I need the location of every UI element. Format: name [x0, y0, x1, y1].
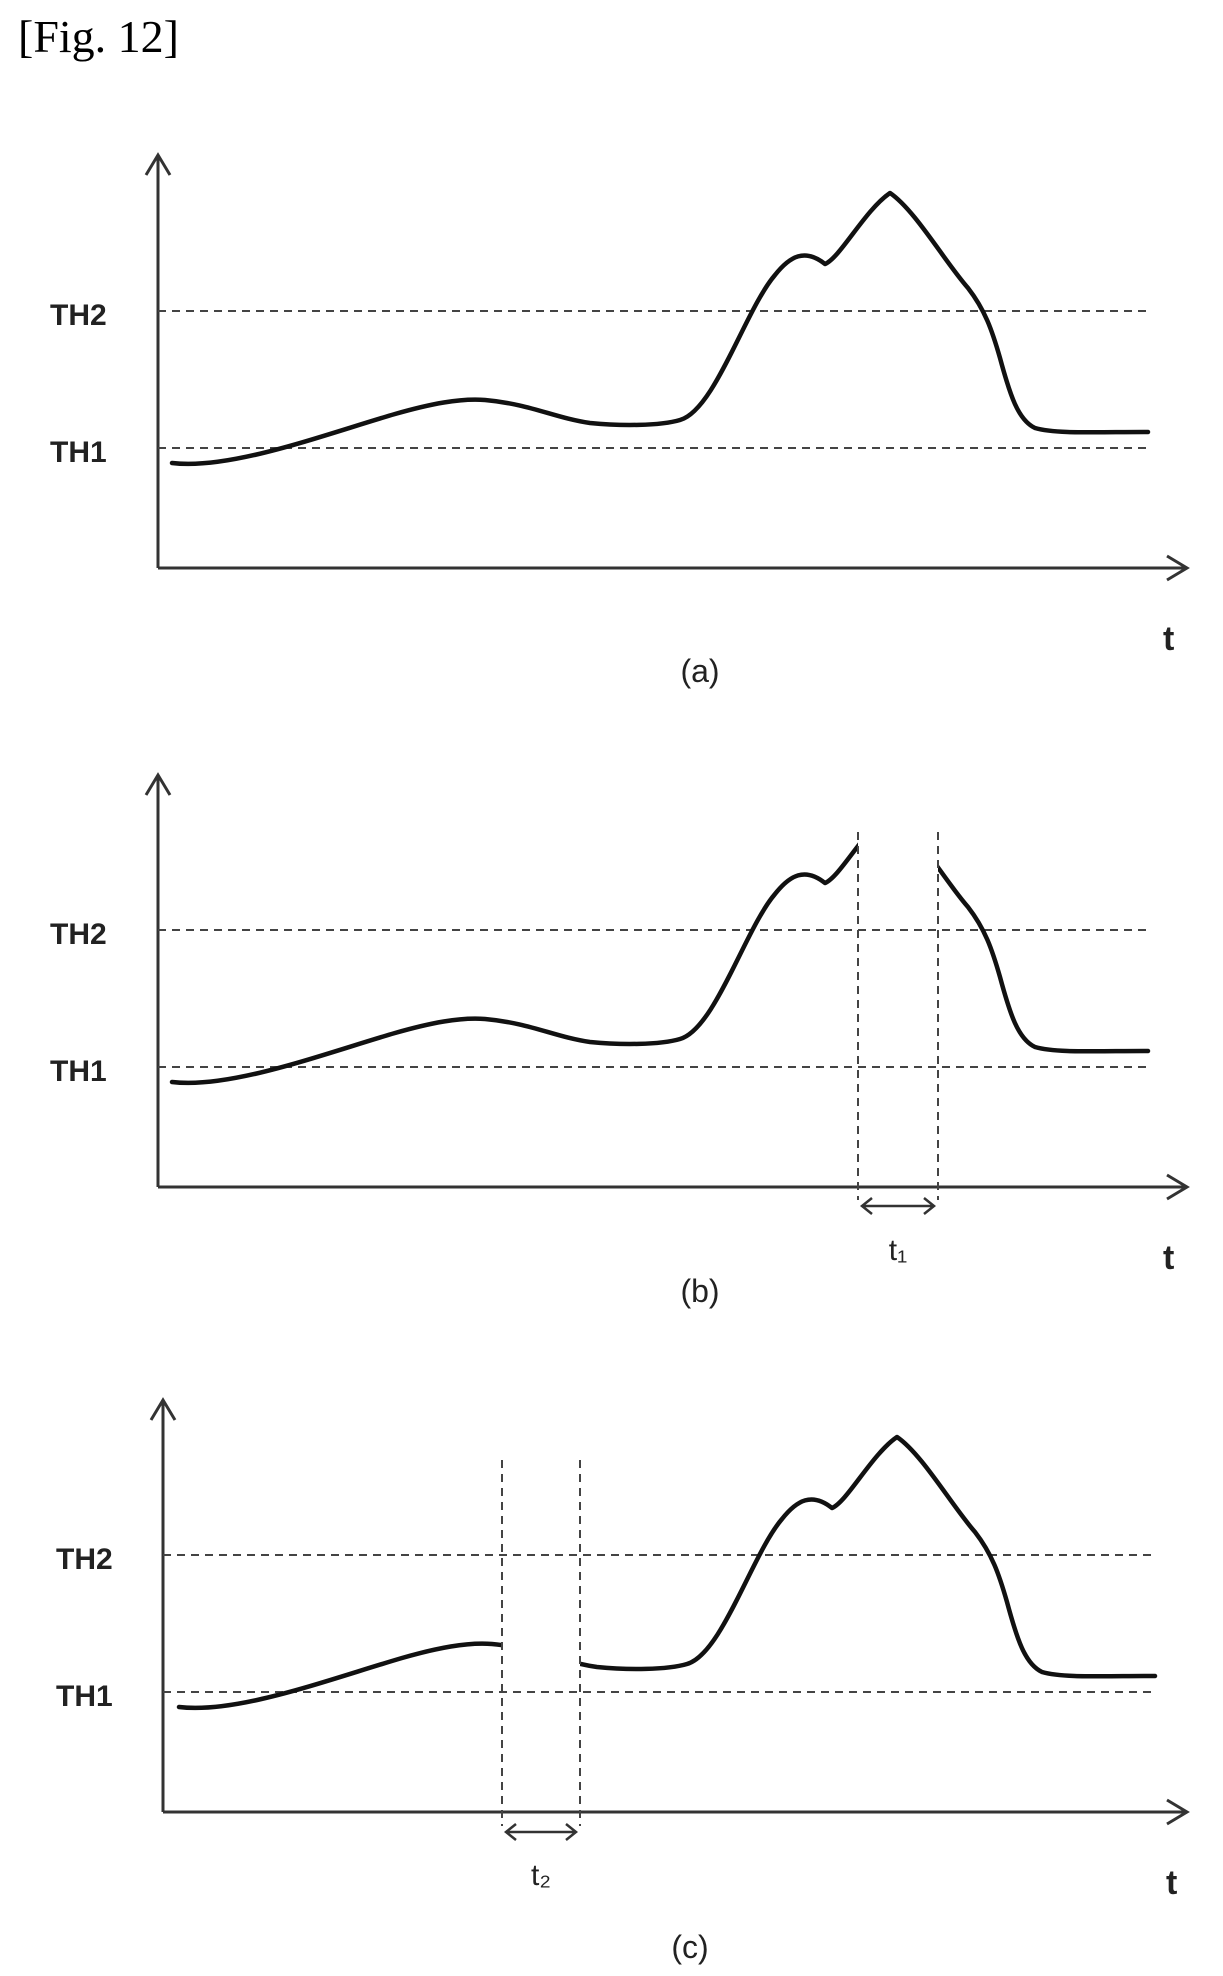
panel-c-x-axis [163, 1798, 1190, 1826]
panel-b: TH2 TH1 t₁ t (b) [50, 772, 1190, 1309]
panel-c-time-axis-label: t [1166, 1864, 1177, 1902]
panel-a-signal-curve [169, 190, 1151, 467]
panel-b-caption: (b) [680, 1273, 719, 1309]
panel-b-th1-label: TH1 [50, 1055, 107, 1088]
panel-a-time-axis-label: t [1163, 620, 1174, 658]
panel-c-th1-label: TH1 [56, 1680, 113, 1713]
panel-c-signal-curve [179, 1437, 1155, 1708]
panel-a-th1-label: TH1 [50, 436, 107, 469]
panel-b-gap-arrow [859, 1197, 937, 1215]
panel-b-y-axis [144, 772, 172, 1187]
panel-b-time-axis-label: t [1163, 1239, 1174, 1277]
panel-c-caption: (c) [671, 1929, 708, 1965]
panel-c-gap-arrow [503, 1823, 579, 1841]
panel-a-caption: (a) [680, 653, 719, 689]
panel-b-th2-label: TH2 [50, 918, 107, 951]
panel-c: TH2 TH1 t₂ t (c) [56, 1397, 1190, 1965]
panel-a-y-axis [144, 152, 172, 568]
panel-a-th2-label: TH2 [50, 299, 107, 332]
panel-b-signal-curve [172, 812, 1148, 1083]
figure-title: [Fig. 12] [18, 11, 179, 62]
panel-c-y-axis [149, 1397, 177, 1812]
panel-c-gap-label: t₂ [531, 1859, 551, 1892]
panel-a-x-axis [158, 554, 1190, 582]
panel-c-th2-label: TH2 [56, 1543, 113, 1576]
panel-b-gap-label: t₁ [889, 1234, 907, 1267]
panel-a: TH2 TH1 t (a) [50, 152, 1190, 689]
panel-b-x-axis [158, 1173, 1190, 1201]
